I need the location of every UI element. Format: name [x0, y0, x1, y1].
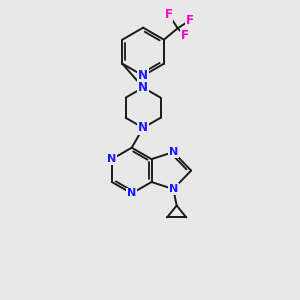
Text: N: N	[127, 188, 136, 198]
Text: N: N	[169, 184, 178, 194]
Text: N: N	[107, 154, 116, 164]
Text: N: N	[138, 121, 148, 134]
Text: N: N	[169, 147, 178, 157]
Text: F: F	[181, 28, 188, 42]
Text: F: F	[164, 8, 172, 21]
Text: F: F	[186, 14, 194, 27]
Text: N: N	[138, 69, 148, 82]
Text: N: N	[138, 81, 148, 94]
